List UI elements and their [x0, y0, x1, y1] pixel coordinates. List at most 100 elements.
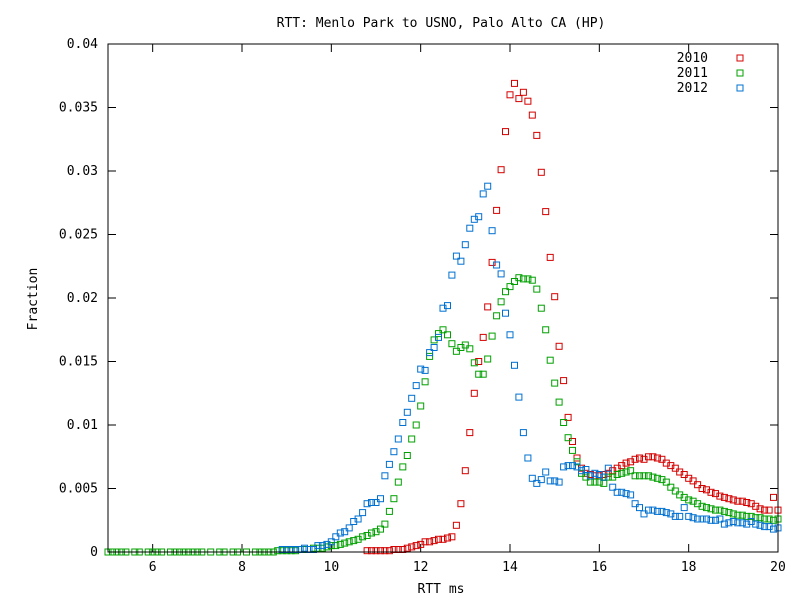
- point-2012: [502, 309, 509, 317]
- point-2012: [725, 519, 733, 527]
- point-2012: [631, 500, 639, 508]
- point-2011: [511, 278, 518, 285]
- point-2010: [636, 454, 643, 462]
- point-2012: [506, 331, 514, 339]
- point-2011: [765, 515, 773, 523]
- point-2011: [703, 504, 710, 512]
- legend-label-2012: 2012: [677, 81, 708, 96]
- point-2012: [421, 366, 429, 374]
- point-2011: [720, 507, 728, 515]
- point-2010: [560, 377, 568, 385]
- series-2011: [104, 274, 782, 556]
- point-2010: [497, 166, 505, 174]
- legend-marker-2012: [736, 84, 744, 92]
- point-2010: [546, 253, 554, 261]
- point-2012: [734, 519, 742, 527]
- point-2012: [738, 519, 746, 527]
- point-2011: [524, 275, 532, 283]
- point-2012: [703, 515, 710, 523]
- point-2011: [667, 483, 675, 491]
- point-2011: [394, 478, 402, 486]
- point-2011: [716, 506, 724, 514]
- point-2010: [631, 455, 639, 463]
- point-2012: [573, 463, 581, 471]
- point-2010: [368, 547, 375, 555]
- point-2010: [537, 168, 545, 176]
- y-axis-label: Fraction: [26, 268, 41, 331]
- x-tick-label: 8: [238, 560, 246, 575]
- point-2011: [707, 505, 715, 513]
- point-2012: [537, 476, 545, 484]
- plot-frame: [107, 43, 779, 553]
- point-2010: [743, 499, 751, 506]
- point-2011: [636, 472, 643, 480]
- point-2012: [372, 499, 380, 506]
- point-2010: [533, 131, 541, 139]
- point-2011: [591, 478, 599, 486]
- point-2012: [770, 525, 777, 533]
- point-2012: [729, 518, 737, 525]
- point-2012: [533, 479, 541, 487]
- legend-label-2010: 2010: [677, 51, 708, 66]
- point-2011: [475, 370, 483, 378]
- point-2011: [546, 356, 554, 364]
- point-2012: [604, 464, 612, 472]
- point-2010: [689, 477, 697, 485]
- point-2011: [622, 468, 630, 476]
- point-2010: [694, 481, 702, 489]
- point-2012: [497, 270, 505, 278]
- point-2012: [461, 241, 469, 249]
- point-2011: [604, 473, 612, 481]
- point-2011: [470, 359, 478, 367]
- point-2011: [403, 452, 411, 459]
- point-2012: [363, 500, 371, 508]
- point-2011: [381, 520, 389, 528]
- point-2010: [551, 293, 559, 301]
- point-2010: [430, 537, 438, 545]
- point-2011: [653, 474, 661, 482]
- point-2010: [470, 389, 478, 397]
- point-2011: [515, 274, 523, 282]
- point-2011: [685, 496, 693, 504]
- point-2010: [403, 544, 411, 552]
- point-2010: [372, 547, 380, 555]
- point-2010: [765, 506, 773, 514]
- point-2011: [698, 502, 706, 510]
- point-2012: [622, 490, 630, 498]
- point-2012: [649, 506, 657, 514]
- point-2012: [385, 460, 393, 468]
- point-2012: [662, 509, 670, 517]
- point-2012: [394, 435, 402, 443]
- point-2011: [569, 446, 576, 454]
- point-2010: [738, 497, 746, 505]
- point-2012: [417, 365, 425, 373]
- point-2010: [452, 521, 460, 529]
- point-2012: [756, 521, 764, 529]
- point-2010: [649, 453, 657, 461]
- point-2012: [519, 429, 527, 437]
- x-tick-label: 16: [592, 560, 608, 575]
- legend-marker-2011: [736, 69, 744, 77]
- point-2011: [466, 345, 474, 353]
- y-tick-label: 0.015: [59, 355, 98, 370]
- point-2011: [359, 533, 367, 541]
- point-2010: [466, 429, 474, 437]
- point-2012: [613, 488, 621, 496]
- point-2010: [555, 342, 563, 350]
- point-2012: [426, 349, 434, 357]
- point-2010: [671, 464, 679, 472]
- point-2012: [707, 516, 715, 524]
- point-2010: [734, 497, 742, 505]
- point-2011: [613, 471, 621, 478]
- point-2012: [582, 466, 590, 473]
- point-2011: [336, 540, 344, 548]
- point-2011: [417, 402, 425, 410]
- point-2012: [488, 227, 496, 235]
- point-2010: [761, 506, 769, 514]
- point-2010: [511, 79, 518, 87]
- point-2011: [377, 525, 384, 533]
- point-2010: [658, 455, 666, 463]
- point-2011: [649, 473, 657, 481]
- point-2012: [444, 302, 451, 310]
